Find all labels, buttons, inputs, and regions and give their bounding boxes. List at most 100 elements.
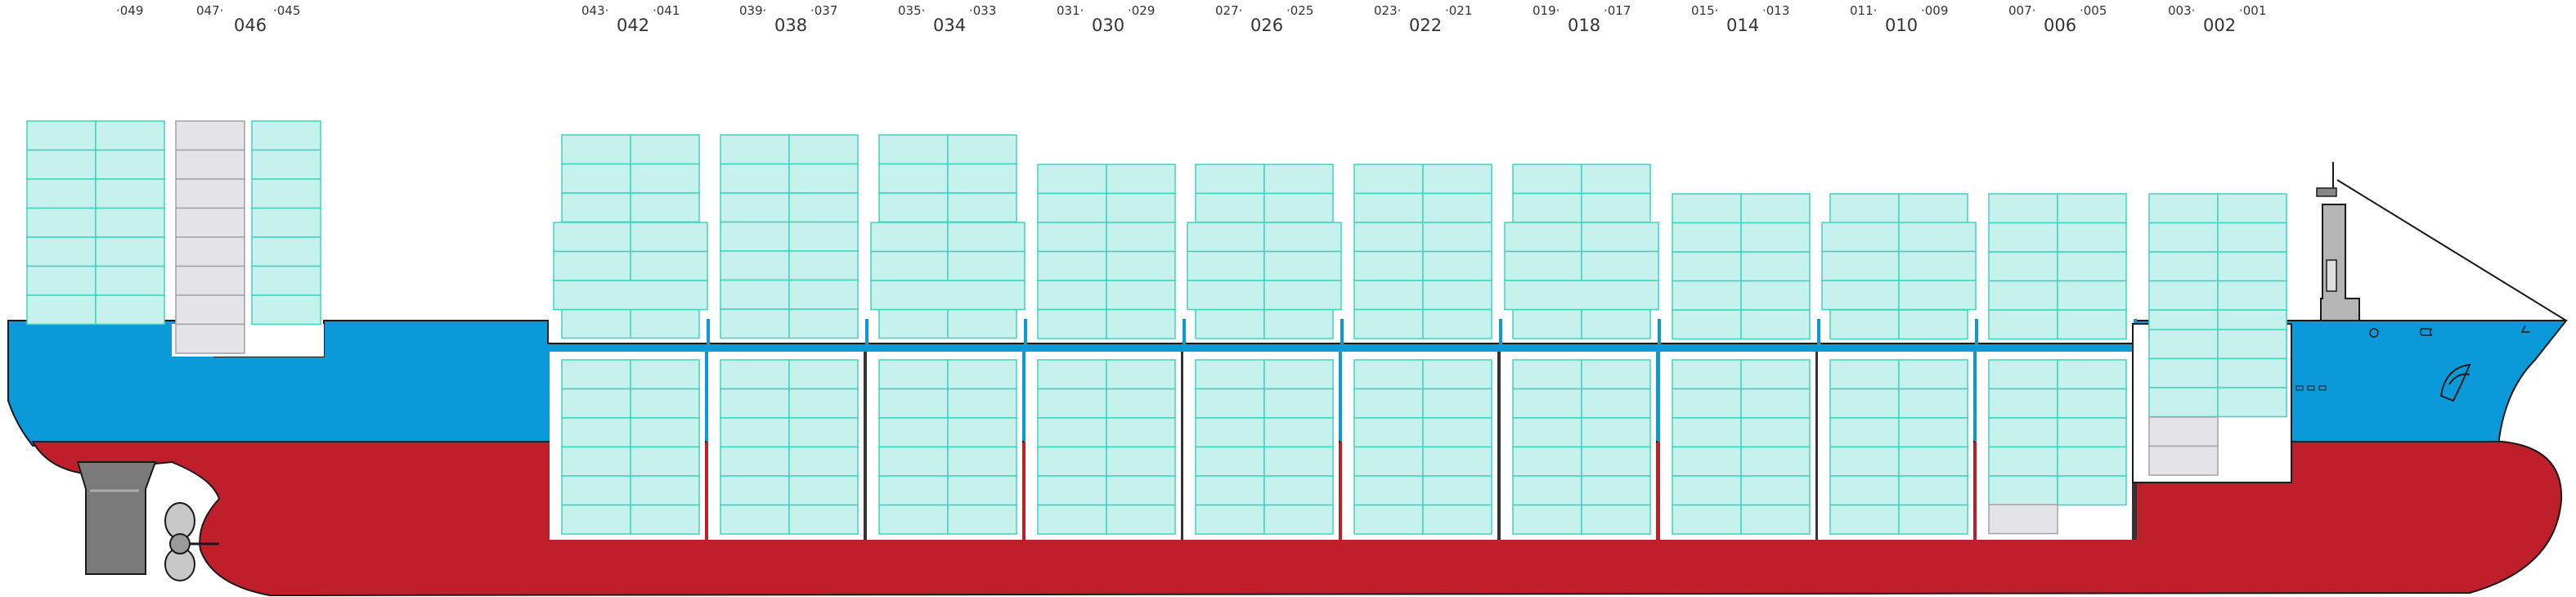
bay-label: 026 <box>1250 16 1284 35</box>
container <box>1829 475 1900 506</box>
lifebuoy-icon <box>2369 328 2379 338</box>
bay-label: 002 <box>2203 16 2237 35</box>
container <box>1353 308 1424 339</box>
container <box>630 388 700 419</box>
bay-label: 014 <box>1726 16 1760 35</box>
container <box>1037 308 1107 339</box>
container <box>1821 280 1900 311</box>
container <box>561 308 631 339</box>
container <box>251 178 321 209</box>
container <box>1821 250 1900 281</box>
container <box>251 120 321 151</box>
container <box>1037 504 1107 535</box>
container <box>1672 251 1742 282</box>
container <box>2148 387 2219 418</box>
container <box>1353 504 1424 535</box>
container <box>1581 359 1651 390</box>
container <box>2217 357 2287 388</box>
container <box>947 308 1017 339</box>
bay-fore-label: ·013 <box>1762 3 1790 18</box>
container <box>2217 329 2287 360</box>
container <box>1898 280 1977 311</box>
container <box>720 308 790 339</box>
container <box>720 388 790 419</box>
bay-aft-label: 015· <box>1691 3 1719 18</box>
container <box>1195 504 1265 535</box>
deck-wide-tier <box>870 222 1025 311</box>
container <box>2057 280 2127 311</box>
container <box>1187 222 1265 253</box>
container <box>788 417 859 448</box>
container <box>1037 475 1107 506</box>
container <box>1422 308 1492 339</box>
container <box>26 149 96 180</box>
bay-fore-label: ·001 <box>2239 3 2267 18</box>
deck-wide-tier <box>1187 222 1342 311</box>
container <box>251 294 321 325</box>
container <box>1740 309 1811 340</box>
container <box>1422 192 1492 223</box>
container <box>1195 359 1265 390</box>
container <box>553 280 708 311</box>
container <box>1898 359 1968 390</box>
empty-slot <box>175 323 245 354</box>
container <box>788 250 859 281</box>
empty-slot <box>1988 504 2058 535</box>
container <box>788 279 859 310</box>
container <box>1581 308 1651 339</box>
container <box>1504 250 1582 281</box>
container <box>1106 388 1176 419</box>
container <box>1263 308 1334 339</box>
bay-aft-label: 035· <box>898 3 926 18</box>
container <box>878 446 949 477</box>
deck-stack-047 <box>175 120 245 354</box>
container <box>1106 250 1176 281</box>
container <box>1037 164 1107 195</box>
container <box>1504 222 1582 253</box>
empty-slot <box>175 265 245 296</box>
container <box>26 207 96 238</box>
container <box>1195 164 1265 195</box>
container <box>720 446 790 477</box>
container <box>630 417 700 448</box>
container <box>561 134 631 165</box>
container <box>26 265 96 296</box>
deck-stack-002 <box>2148 193 2287 340</box>
container <box>1988 222 2058 253</box>
container <box>1037 359 1107 390</box>
deck-wide-tier <box>553 222 708 311</box>
container <box>1353 475 1424 506</box>
container <box>1740 193 1811 224</box>
container <box>1898 309 1968 340</box>
container <box>1106 475 1176 506</box>
container <box>1037 388 1107 419</box>
container <box>1263 504 1334 535</box>
container <box>720 279 790 310</box>
deck-stack <box>1353 164 1492 339</box>
container <box>2217 280 2287 311</box>
container <box>2057 359 2127 390</box>
container <box>1988 359 2058 390</box>
container <box>2148 329 2219 360</box>
container <box>788 504 859 535</box>
container <box>1263 222 1342 253</box>
container <box>561 359 631 390</box>
container <box>1581 417 1651 448</box>
container <box>1672 417 1742 448</box>
container <box>947 222 1025 253</box>
container <box>1672 504 1742 535</box>
container <box>630 134 700 165</box>
container <box>2217 387 2287 418</box>
container <box>1672 309 1742 340</box>
container <box>1829 359 1900 390</box>
container <box>1512 504 1582 535</box>
container <box>1195 388 1265 419</box>
container <box>1672 388 1742 419</box>
container <box>1504 280 1659 311</box>
hold-stack <box>1512 359 1651 535</box>
container <box>630 192 700 223</box>
container <box>2148 251 2219 282</box>
hold-stack-002 <box>2148 329 2287 418</box>
container <box>947 134 1017 165</box>
